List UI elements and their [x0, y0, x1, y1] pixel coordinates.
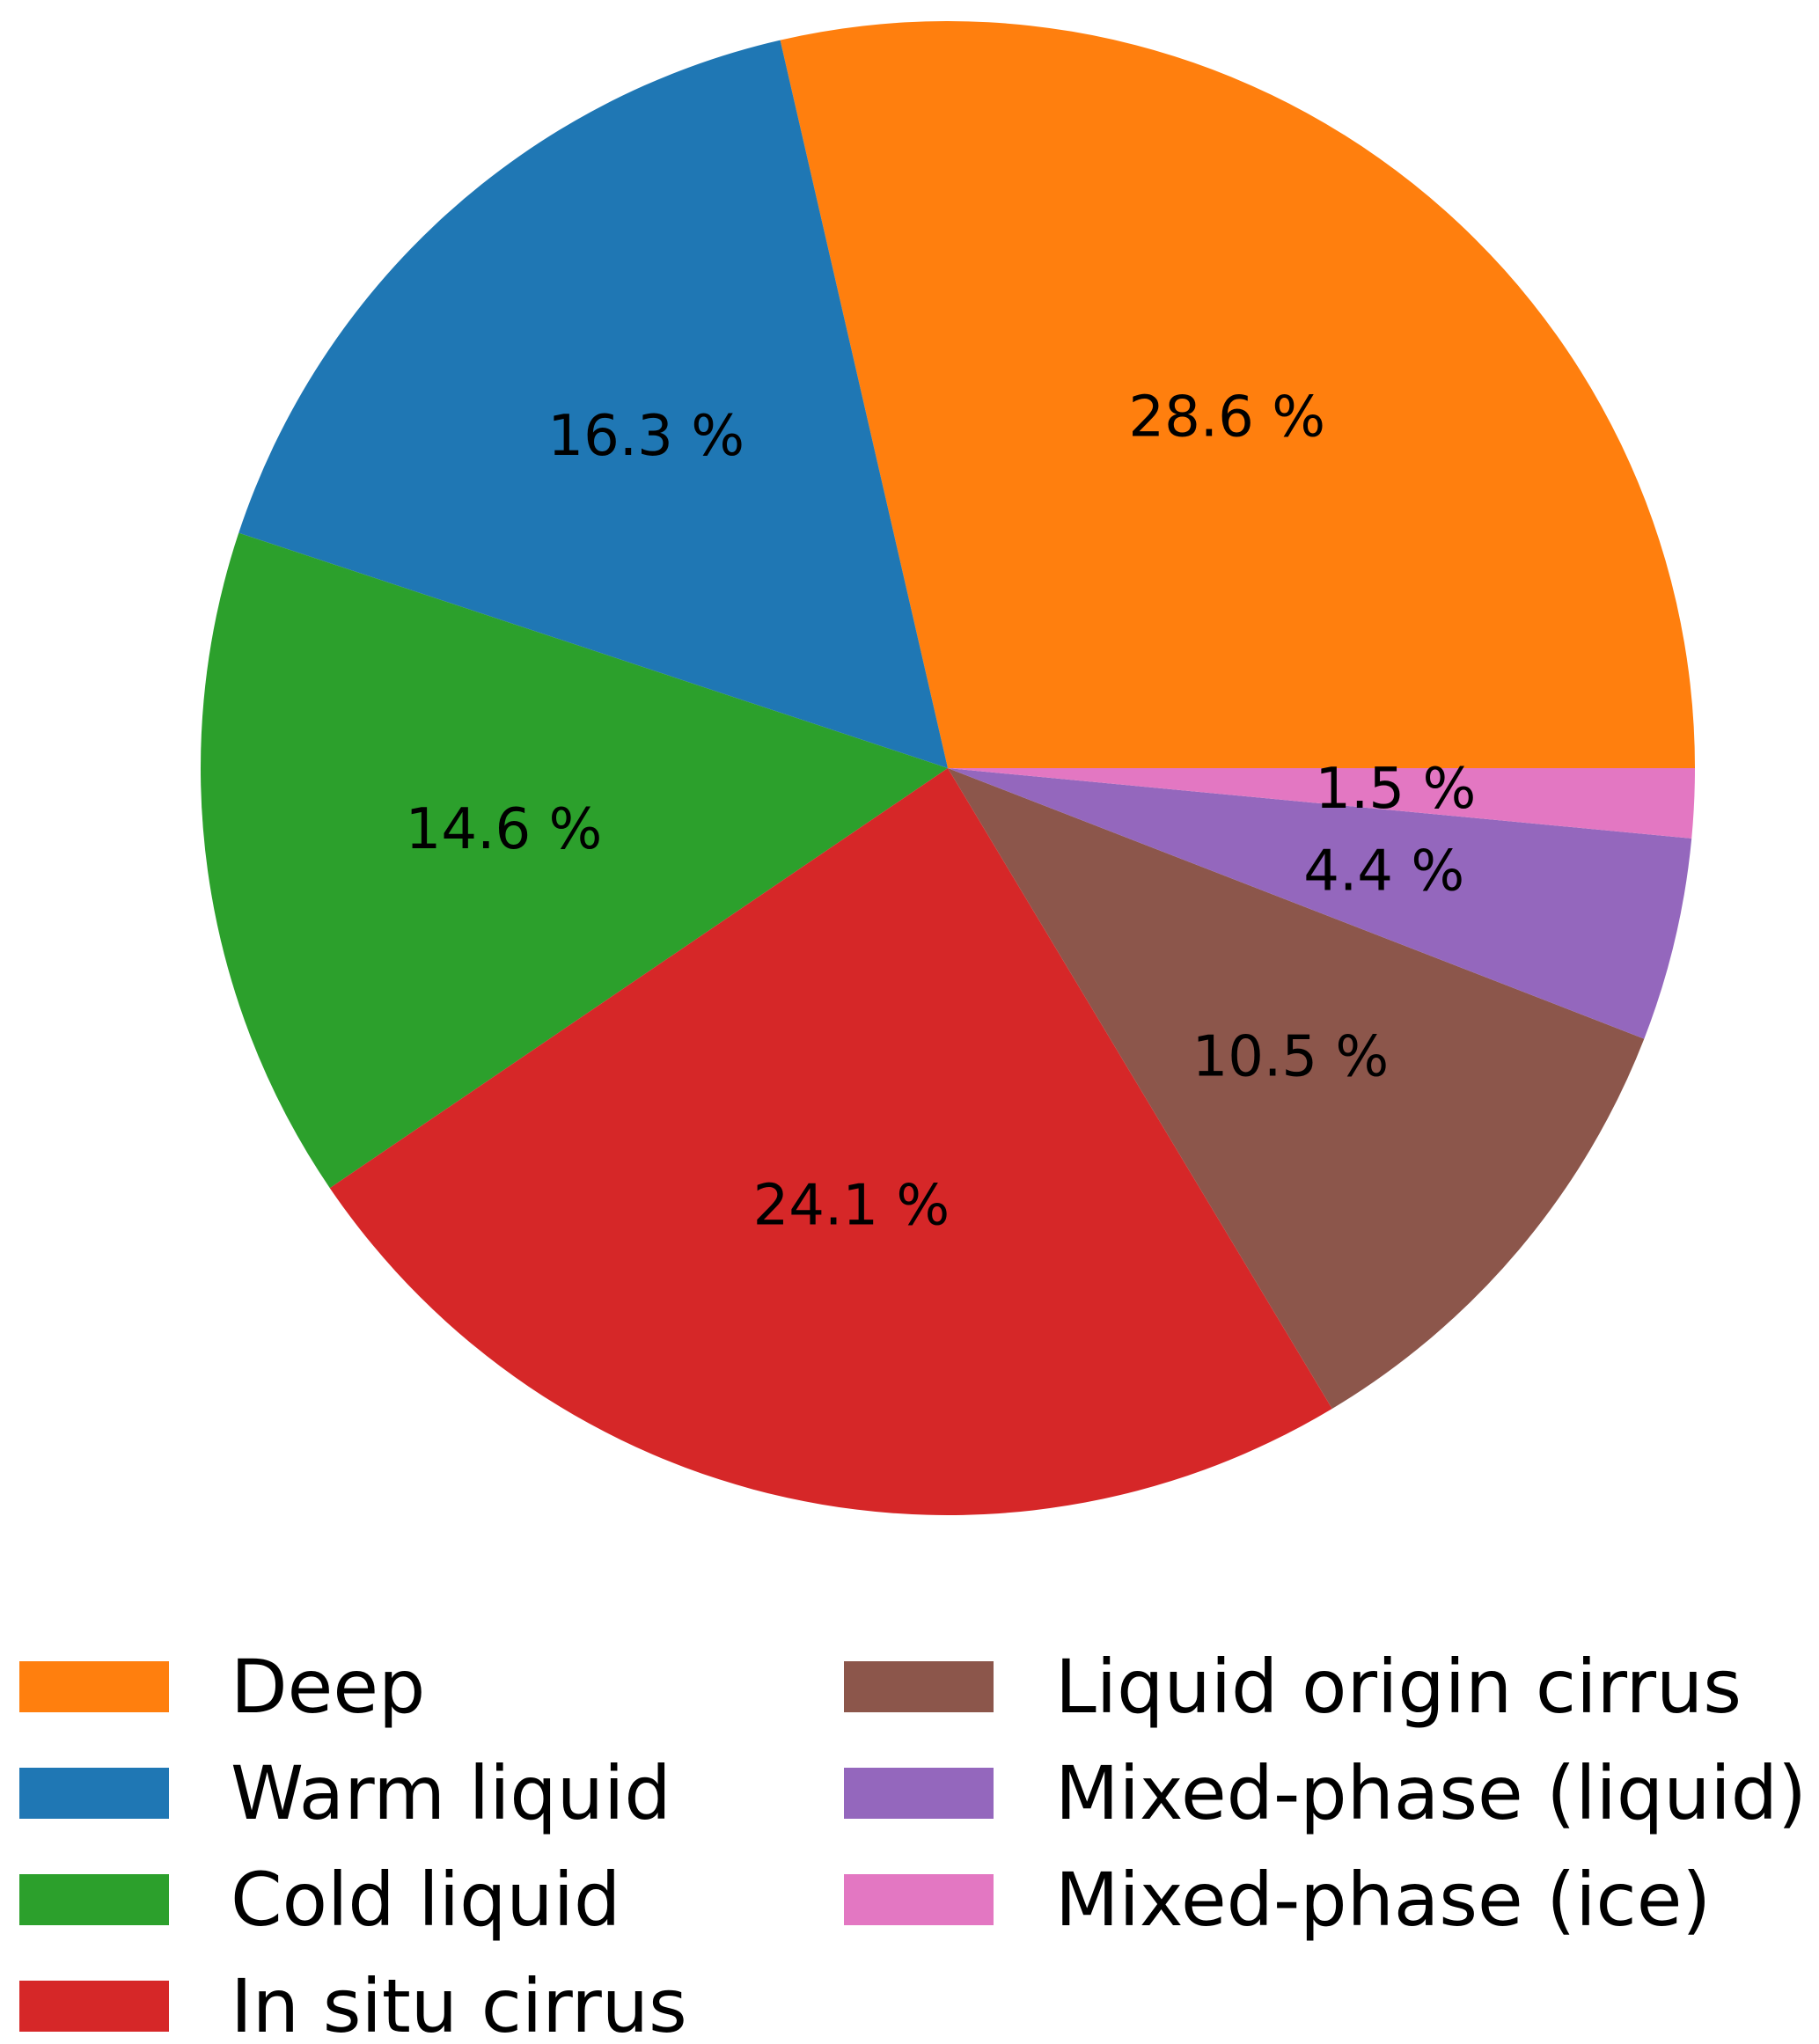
legend-label-mixed-phase-ice: Mixed-phase (ice)	[1055, 1857, 1711, 1943]
pie-slice-cold-liquid	[201, 532, 948, 1189]
legend-label-in-situ-cirrus: In situ cirrus	[231, 1963, 687, 2044]
legend-swatch-liquid-origin-cirrus	[844, 1661, 994, 1712]
legend-swatch-warm-liquid	[19, 1768, 169, 1819]
legend-swatch-mixed-phase-liquid	[844, 1768, 994, 1819]
pie-slice-deep	[780, 21, 1695, 769]
pie-slices	[201, 21, 1695, 1516]
pie-slice-in-situ-cirrus	[329, 768, 1332, 1516]
pie-slice-liquid-origin-cirrus	[948, 768, 1645, 1410]
slice-value-label-deep: 28.6 %	[1128, 385, 1325, 451]
pie-slice-mixed-phase-liquid	[948, 768, 1692, 1039]
pie-slice-warm-liquid	[238, 40, 949, 768]
legend: Deep Warm liquid Cold liquid In situ cirrus…	[19, 1644, 1807, 2044]
legend-swatch-in-situ-cirrus	[19, 1981, 169, 2032]
legend-label-warm-liquid: Warm liquid	[231, 1750, 671, 1836]
slice-value-label-in-situ-cirrus: 24.1 %	[753, 1174, 950, 1239]
slice-value-label-liquid-origin-cirrus: 10.5 %	[1192, 1024, 1390, 1089]
legend-swatch-deep	[19, 1661, 169, 1712]
slice-value-label-mixed-phase-ice: 1.5 %	[1315, 757, 1476, 822]
legend-swatch-mixed-phase-ice	[844, 1874, 994, 1925]
legend-label-cold-liquid: Cold liquid	[231, 1857, 620, 1943]
slice-value-label-mixed-phase-liquid: 4.4 %	[1303, 839, 1464, 904]
slice-value-label-cold-liquid: 14.6 %	[406, 797, 603, 862]
pie-slice-labels: 28.6 % 16.3 % 14.6 % 24.1 % 10.5 % 4.4 % 1.5 %	[406, 385, 1477, 1239]
legend-label-deep: Deep	[231, 1644, 425, 1730]
legend-label-mixed-phase-liquid: Mixed-phase (liquid)	[1055, 1750, 1807, 1836]
slice-value-label-warm-liquid: 16.3 %	[547, 404, 744, 469]
pie-slice-mixed-phase-ice	[948, 768, 1695, 839]
legend-label-liquid-origin-cirrus: Liquid origin cirrus	[1055, 1644, 1742, 1730]
legend-swatch-cold-liquid	[19, 1874, 169, 1925]
